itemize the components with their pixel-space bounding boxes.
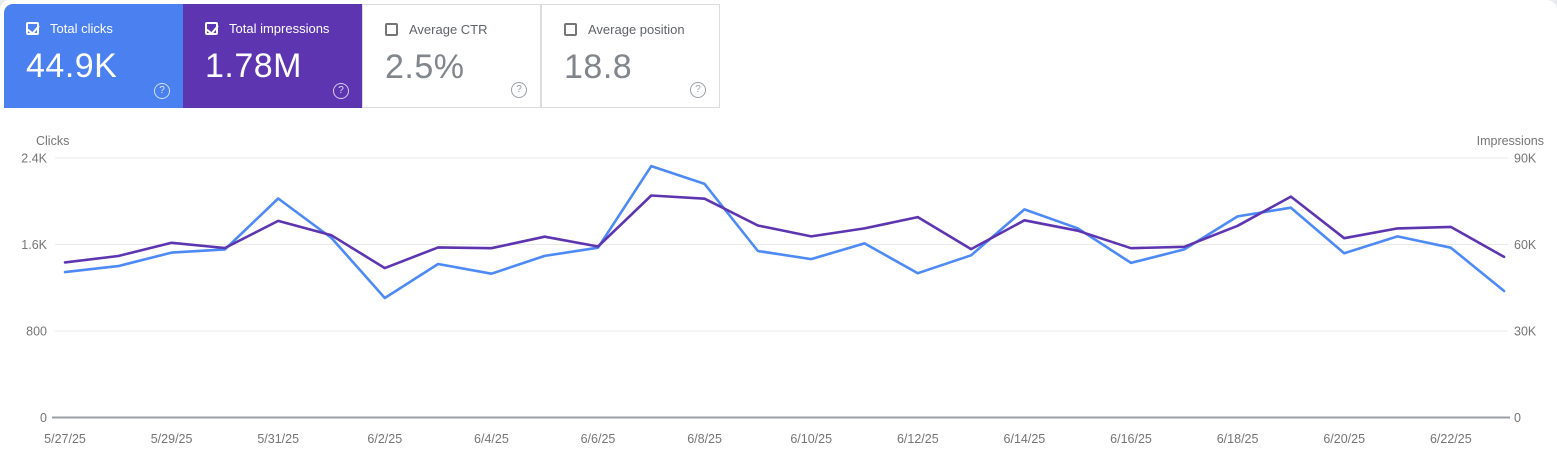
svg-text:800: 800 xyxy=(26,325,47,339)
svg-text:90K: 90K xyxy=(1514,152,1537,166)
metric-card-value: 44.9K xyxy=(26,47,118,85)
svg-text:0: 0 xyxy=(1514,411,1521,425)
svg-text:6/20/25: 6/20/25 xyxy=(1323,432,1365,446)
svg-text:6/6/25: 6/6/25 xyxy=(581,432,616,446)
svg-text:5/29/25: 5/29/25 xyxy=(151,432,193,446)
chart-left-axis-ticks: 0 800 1.6K 2.4K xyxy=(21,152,47,426)
chart-gridlines xyxy=(55,157,1508,332)
checkbox-icon[interactable] xyxy=(26,22,39,35)
svg-text:6/12/25: 6/12/25 xyxy=(897,432,939,446)
metric-card-header: Total clicks xyxy=(26,21,183,36)
svg-text:6/4/25: 6/4/25 xyxy=(474,432,509,446)
checkbox-icon[interactable] xyxy=(385,23,398,36)
metric-card-label: Average position xyxy=(588,22,685,37)
chart-axis-titles: Clicks Impressions xyxy=(36,134,1544,148)
svg-text:30K: 30K xyxy=(1514,325,1537,339)
svg-text:6/18/25: 6/18/25 xyxy=(1217,432,1259,446)
svg-text:6/10/25: 6/10/25 xyxy=(790,432,832,446)
checkbox-icon[interactable] xyxy=(205,22,218,35)
metric-card-header: Total impressions xyxy=(205,21,362,36)
help-icon[interactable]: ? xyxy=(154,83,170,99)
metric-card-header: Average CTR xyxy=(385,22,540,37)
help-icon[interactable]: ? xyxy=(690,82,706,98)
metric-card-total-impressions[interactable]: Total impressions 1.78M ? xyxy=(183,4,362,108)
impressions-line[interactable] xyxy=(63,194,1506,270)
svg-text:0: 0 xyxy=(40,411,47,425)
svg-text:6/14/25: 6/14/25 xyxy=(1004,432,1046,446)
metric-card-label: Total clicks xyxy=(50,21,113,36)
metric-card-total-clicks[interactable]: Total clicks 44.9K ? xyxy=(4,4,183,108)
svg-text:6/2/25: 6/2/25 xyxy=(367,432,402,446)
help-icon[interactable]: ? xyxy=(511,82,527,98)
svg-text:5/27/25: 5/27/25 xyxy=(44,432,86,446)
metric-card-header: Average position xyxy=(564,22,719,37)
help-icon[interactable]: ? xyxy=(333,83,349,99)
svg-text:Clicks: Clicks xyxy=(36,134,69,148)
checkbox-icon[interactable] xyxy=(564,23,577,36)
metric-card-average-position[interactable]: Average position 18.8 ? xyxy=(541,4,720,108)
svg-text:1.6K: 1.6K xyxy=(21,238,47,252)
svg-text:6/8/25: 6/8/25 xyxy=(687,432,722,446)
metric-card-value: 18.8 xyxy=(564,48,633,86)
chart-x-axis-labels: 5/27/25 5/29/25 5/31/25 6/2/25 6/4/25 6/6/25 6… xyxy=(44,432,1472,446)
metric-cards-row: Total clicks 44.9K ? Total impressions 1… xyxy=(4,4,720,108)
svg-text:5/31/25: 5/31/25 xyxy=(257,432,299,446)
svg-text:6/16/25: 6/16/25 xyxy=(1110,432,1152,446)
svg-text:60K: 60K xyxy=(1514,238,1537,252)
metric-card-label: Average CTR xyxy=(409,22,488,37)
chart-right-axis-ticks: 0 30K 60K 90K xyxy=(1514,152,1537,426)
svg-text:Impressions: Impressions xyxy=(1477,134,1544,148)
svg-text:2.4K: 2.4K xyxy=(21,152,47,166)
svg-text:6/22/25: 6/22/25 xyxy=(1430,432,1472,446)
metric-card-value: 1.78M xyxy=(205,47,302,85)
metric-card-value: 2.5% xyxy=(385,48,465,86)
metric-card-label: Total impressions xyxy=(229,21,330,36)
metric-card-average-ctr[interactable]: Average CTR 2.5% ? xyxy=(362,4,541,108)
